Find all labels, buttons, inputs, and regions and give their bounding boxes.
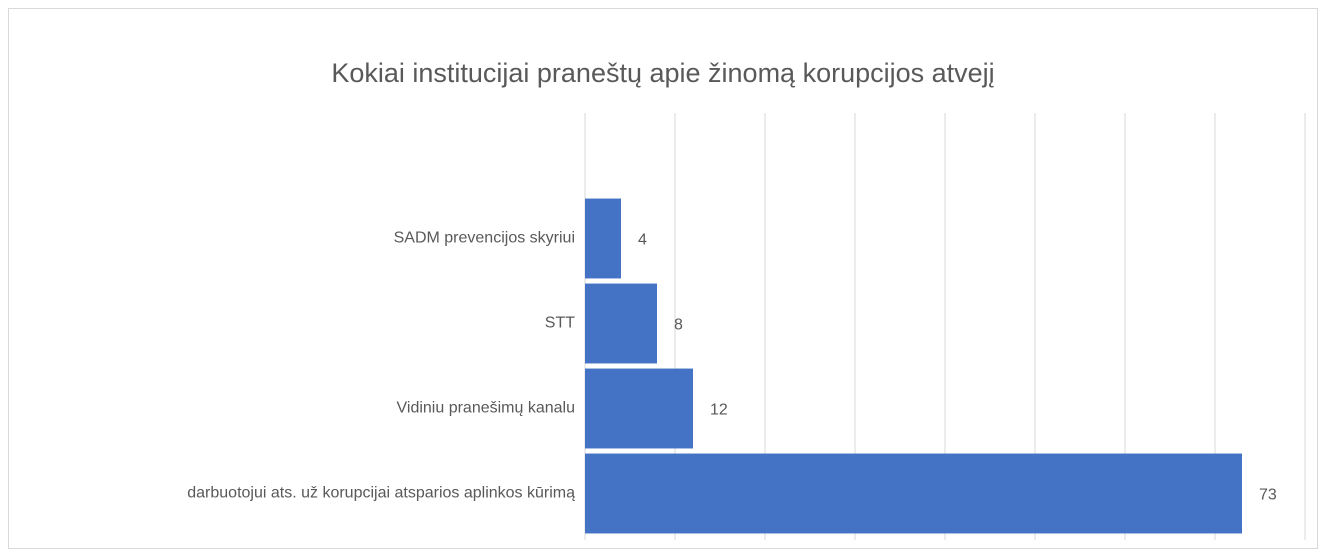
bar: [585, 453, 1242, 534]
bar: [585, 198, 621, 279]
y-tick-label: SADM prevencijos skyriui: [394, 230, 575, 247]
value-label: 12: [710, 402, 728, 419]
value-label: 4: [638, 232, 647, 249]
value-label: 8: [674, 317, 683, 334]
y-tick-label: darbuotojui ats. už korupcijai atsparios…: [187, 485, 575, 502]
value-label: 73: [1259, 487, 1277, 504]
bar: [585, 368, 693, 449]
y-tick-label: STT: [545, 315, 575, 332]
bar: [585, 283, 657, 364]
chart-title: Kokiai institucijai praneštų apie žinomą…: [331, 58, 994, 88]
y-tick-label: Vidiniu pranešimų kanalu: [397, 400, 575, 417]
